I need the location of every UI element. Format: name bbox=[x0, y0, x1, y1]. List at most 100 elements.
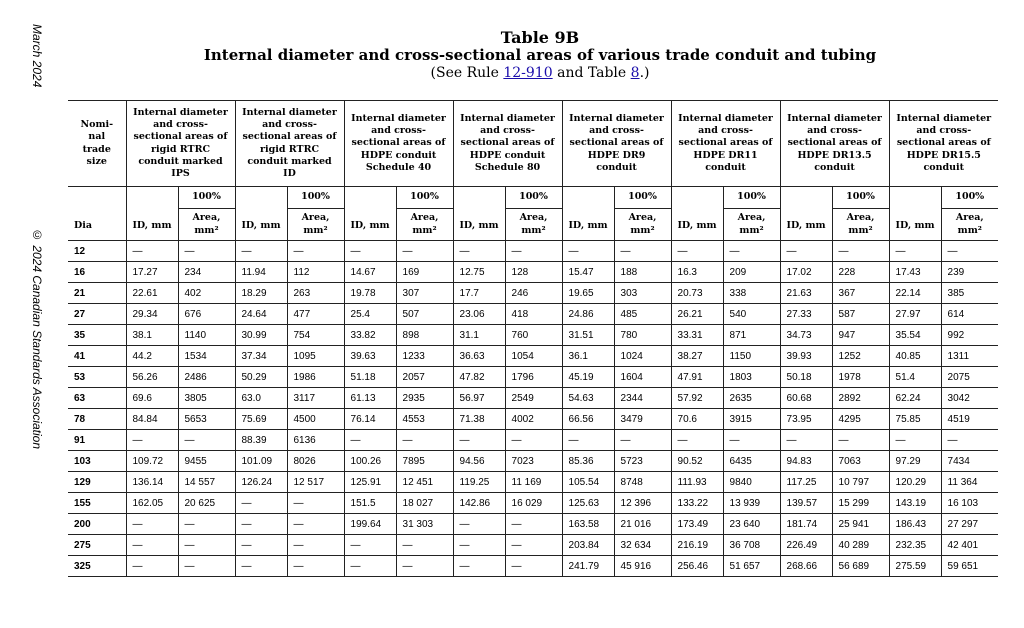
percent-header: 100% bbox=[504, 186, 563, 209]
id-cell: 27.33 bbox=[779, 303, 833, 325]
id-cell: 50.18 bbox=[779, 366, 833, 388]
id-cell: 162.05 bbox=[125, 492, 179, 514]
ref-mid: and Table bbox=[552, 65, 631, 81]
rule-link[interactable]: 12-910 bbox=[503, 65, 553, 81]
area-cell: 1233 bbox=[395, 345, 454, 367]
id-cell: 151.5 bbox=[343, 492, 397, 514]
area-cell: 2892 bbox=[831, 387, 890, 409]
id-cell: 38.27 bbox=[670, 345, 724, 367]
area-cell: 239 bbox=[940, 261, 999, 283]
group-header: Internal diameter and cross-sectional ar… bbox=[779, 100, 890, 187]
id-cell: — bbox=[125, 513, 179, 535]
area-cell: 338 bbox=[722, 282, 781, 304]
id-cell: 17.7 bbox=[452, 282, 506, 304]
id-cell: 69.6 bbox=[125, 387, 179, 409]
conduit-table: Nomi-nal trade size Internal diameter and… bbox=[68, 100, 999, 577]
table-row: 12— — — — — — — — — — — — — — — — bbox=[68, 240, 999, 262]
id-cell: 36.63 bbox=[452, 345, 506, 367]
group-header: Internal diameter and cross-sectional ar… bbox=[343, 100, 454, 187]
area-cell: 169 bbox=[395, 261, 454, 283]
area-cell: 246 bbox=[504, 282, 563, 304]
id-cell: 19.65 bbox=[561, 282, 615, 304]
id-cell: 100.26 bbox=[343, 450, 397, 472]
id-cell: 163.58 bbox=[561, 513, 615, 535]
area-cell: 2486 bbox=[177, 366, 236, 388]
id-cell: 143.19 bbox=[888, 492, 942, 514]
group-header: Internal diameter and cross-sectional ar… bbox=[670, 100, 781, 187]
id-cell: 71.38 bbox=[452, 408, 506, 430]
percent-header: 100% bbox=[831, 186, 890, 209]
area-cell: 12 451 bbox=[395, 471, 454, 493]
area-cell: 12 396 bbox=[613, 492, 672, 514]
area-cell: 12 517 bbox=[286, 471, 345, 493]
area-cell: 3117 bbox=[286, 387, 345, 409]
id-cell: 85.36 bbox=[561, 450, 615, 472]
id-cell: 40.85 bbox=[888, 345, 942, 367]
id-cell: — bbox=[125, 555, 179, 577]
area-cell: 1986 bbox=[286, 366, 345, 388]
id-cell: — bbox=[125, 240, 179, 262]
id-cell: 275.59 bbox=[888, 555, 942, 577]
id-cell: 84.84 bbox=[125, 408, 179, 430]
id-cell: 125.91 bbox=[343, 471, 397, 493]
id-cell: — bbox=[670, 240, 724, 262]
area-cell: 540 bbox=[722, 303, 781, 325]
trade-size-cell: 200 bbox=[68, 513, 127, 535]
group-header: Internal diameter and cross-sectional ar… bbox=[234, 100, 345, 187]
area-cell: 13 939 bbox=[722, 492, 781, 514]
id-cell: 34.73 bbox=[779, 324, 833, 346]
header-row-percent: Dia ID, mm 100% ID, mm 100% ID, mm 100% ID, mm 1… bbox=[68, 186, 999, 241]
table-link[interactable]: 8 bbox=[630, 65, 640, 81]
area-cell: — bbox=[177, 534, 236, 556]
area-cell: 7063 bbox=[831, 450, 890, 472]
area-cell: — bbox=[504, 513, 563, 535]
id-cell: 24.64 bbox=[234, 303, 288, 325]
area-header: Area, mm² bbox=[286, 208, 345, 241]
percent-header: 100% bbox=[286, 186, 345, 209]
table-reference: (See Rule 12-910 and Table 8.) bbox=[120, 65, 960, 81]
id-cell: 54.63 bbox=[561, 387, 615, 409]
id-cell: — bbox=[343, 240, 397, 262]
area-cell: 3805 bbox=[177, 387, 236, 409]
area-cell: 1311 bbox=[940, 345, 999, 367]
area-cell: 15 299 bbox=[831, 492, 890, 514]
id-cell: 63.0 bbox=[234, 387, 288, 409]
trade-size-cell: 41 bbox=[68, 345, 127, 367]
area-cell: 1252 bbox=[831, 345, 890, 367]
trade-size-cell: 275 bbox=[68, 534, 127, 556]
area-header: Area, mm² bbox=[504, 208, 563, 241]
id-cell: 142.86 bbox=[452, 492, 506, 514]
group-header: Internal diameter and cross-sectional ar… bbox=[561, 100, 672, 187]
area-cell: 507 bbox=[395, 303, 454, 325]
area-cell: — bbox=[504, 429, 563, 451]
id-cell: 66.56 bbox=[561, 408, 615, 430]
area-cell: 4295 bbox=[831, 408, 890, 430]
table-row: 53 56.26 2486 50.29 1986 51.18 2057 47.82 1796 45… bbox=[68, 366, 999, 388]
table-row: 63 69.6 3805 63.0 3117 61.13 2935 56.97 2549 54.6… bbox=[68, 387, 999, 409]
area-cell: 20 625 bbox=[177, 492, 236, 514]
area-cell: 2635 bbox=[722, 387, 781, 409]
id-mm-header: ID, mm bbox=[779, 186, 833, 241]
id-cell: 60.68 bbox=[779, 387, 833, 409]
id-cell: 29.34 bbox=[125, 303, 179, 325]
id-cell: 27.97 bbox=[888, 303, 942, 325]
area-cell: 754 bbox=[286, 324, 345, 346]
id-cell: 90.52 bbox=[670, 450, 724, 472]
id-cell: 136.14 bbox=[125, 471, 179, 493]
area-cell: 1604 bbox=[613, 366, 672, 388]
id-cell: 133.22 bbox=[670, 492, 724, 514]
area-header: Area, mm² bbox=[395, 208, 454, 241]
area-cell: 303 bbox=[613, 282, 672, 304]
table-row: 155 162.05 20 625— —151.5 18 027 142.86 16 029… bbox=[68, 492, 999, 514]
id-cell: 186.43 bbox=[888, 513, 942, 535]
trade-size-cell: 63 bbox=[68, 387, 127, 409]
id-cell: 216.19 bbox=[670, 534, 724, 556]
id-cell: 11.94 bbox=[234, 261, 288, 283]
id-cell: 109.72 bbox=[125, 450, 179, 472]
area-cell: 4553 bbox=[395, 408, 454, 430]
id-mm-header: ID, mm bbox=[888, 186, 942, 241]
area-cell: — bbox=[395, 534, 454, 556]
id-cell: 173.49 bbox=[670, 513, 724, 535]
area-cell: 1150 bbox=[722, 345, 781, 367]
id-cell: 35.54 bbox=[888, 324, 942, 346]
